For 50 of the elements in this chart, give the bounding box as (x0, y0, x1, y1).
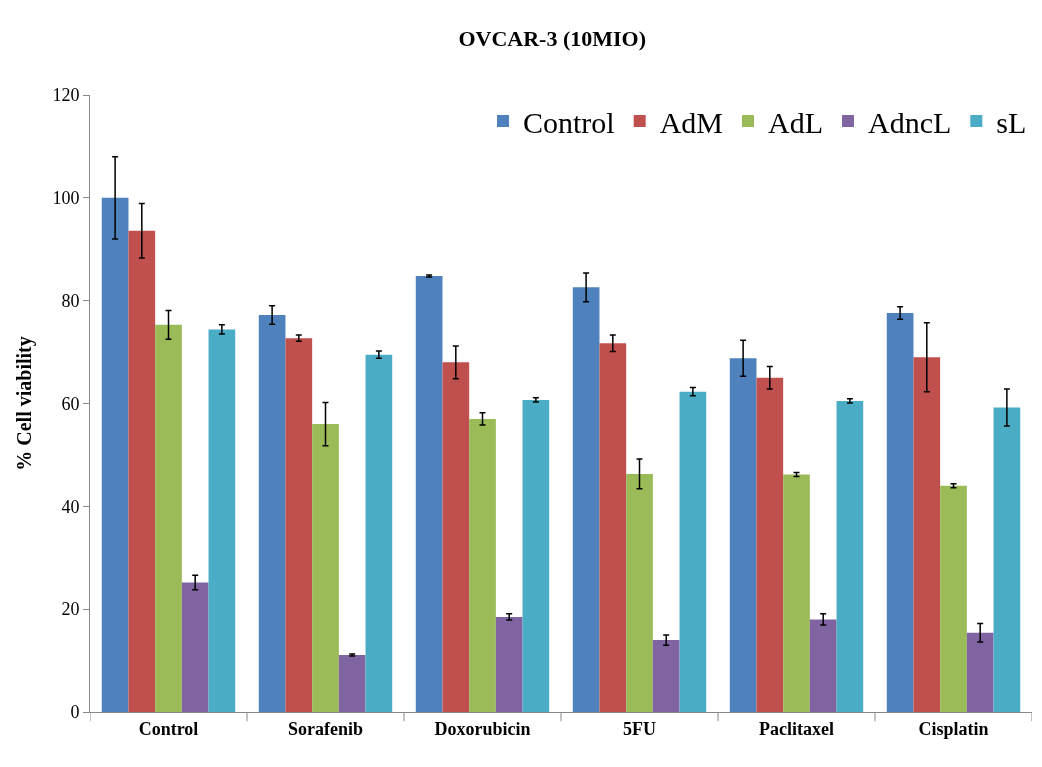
x-tick-label: Control (138, 718, 199, 739)
bar (155, 324, 182, 712)
bar (495, 616, 523, 712)
legend-label: Control (523, 105, 615, 139)
x-tick-label: 5FU (623, 718, 656, 739)
bar (809, 619, 837, 712)
bar (522, 399, 550, 712)
bar (442, 362, 470, 712)
bar (756, 377, 784, 712)
bar (599, 343, 627, 712)
bar (469, 418, 496, 712)
legend-label: sL (996, 105, 1027, 139)
y-tick-label: 40 (61, 496, 80, 517)
bar (312, 424, 339, 712)
x-tick-label: Doxorubicin (434, 718, 531, 739)
bar (652, 640, 680, 712)
bar (181, 582, 209, 712)
bar (940, 485, 967, 712)
x-tick-label: Paclitaxel (759, 718, 834, 739)
bar (836, 400, 864, 712)
bar (783, 474, 810, 712)
bar (679, 391, 707, 712)
bar (626, 473, 653, 712)
bar (258, 315, 286, 712)
bar (993, 407, 1021, 712)
bar (886, 313, 914, 712)
legend-label: AdM (659, 105, 724, 139)
y-tick-label: 120 (52, 85, 80, 106)
bar (913, 357, 941, 712)
y-tick-label: 80 (61, 290, 80, 311)
legend-label: AdL (768, 105, 824, 139)
y-axis-title: % Cell viability (12, 336, 36, 471)
bar (101, 197, 129, 712)
bar (415, 275, 443, 712)
chart-title: OVCAR-3 (10MIO) (458, 26, 647, 52)
bar (338, 654, 366, 712)
bar (128, 230, 156, 712)
y-tick-label: 20 (61, 599, 80, 620)
bar (966, 632, 994, 712)
bar (729, 358, 757, 712)
y-tick-label: 100 (52, 188, 80, 209)
y-tick-label: 0 (70, 702, 80, 723)
x-tick-label: Cisplatin (918, 718, 989, 739)
bar (365, 354, 393, 712)
y-tick-label: 60 (61, 393, 80, 414)
bar (285, 338, 313, 712)
bar (208, 329, 236, 712)
x-tick-label: Sorafenib (287, 718, 364, 739)
bar (572, 287, 600, 712)
legend-label: AdncL (868, 105, 952, 139)
